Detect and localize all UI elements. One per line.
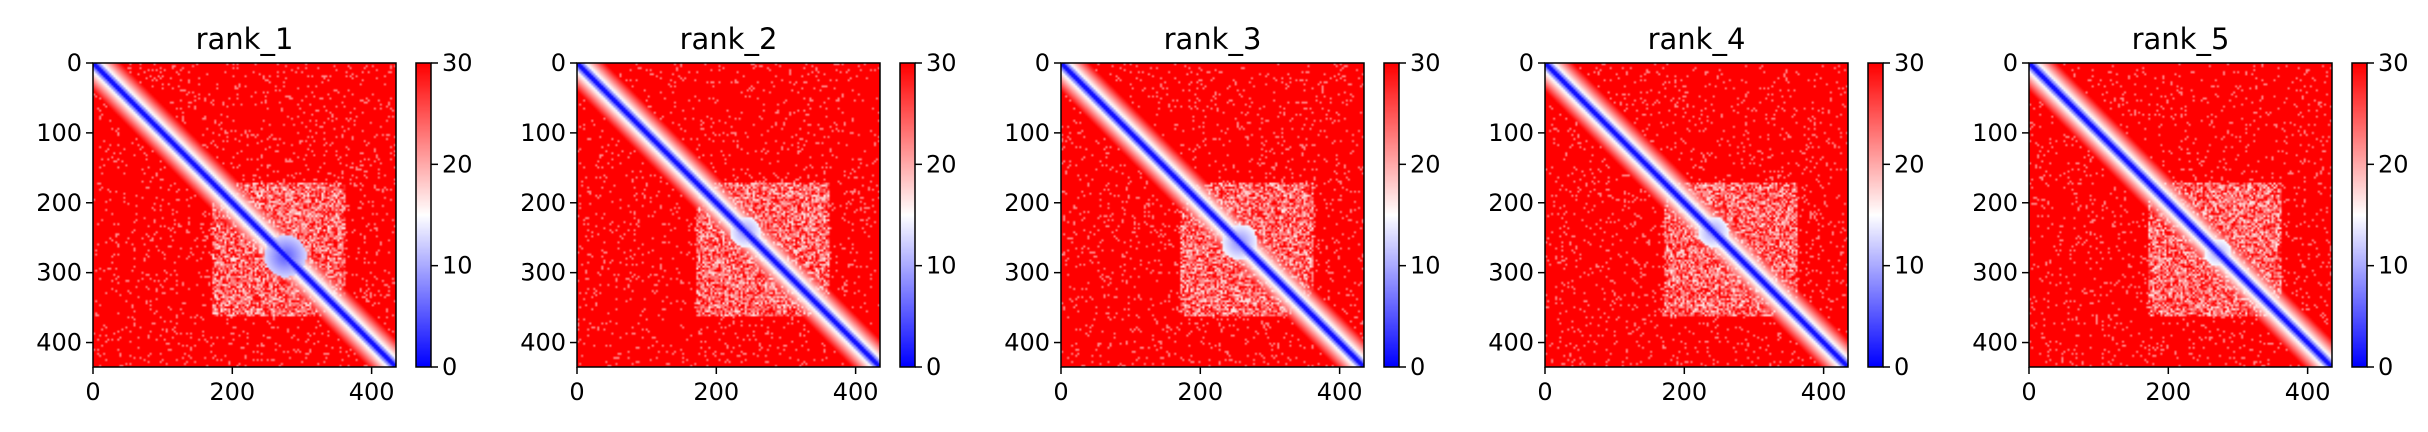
colorbar bbox=[900, 63, 915, 367]
panel-title: rank_1 bbox=[196, 22, 294, 56]
colorbar-tick-label: 30 bbox=[2378, 49, 2409, 77]
x-tick-label: 0 bbox=[85, 378, 100, 406]
y-tick-label: 300 bbox=[1972, 259, 2018, 287]
y-tick-label: 200 bbox=[1488, 189, 1534, 217]
x-tick-label: 400 bbox=[1801, 378, 1847, 406]
y-tick-label: 100 bbox=[1004, 119, 1050, 147]
y-tick-label: 200 bbox=[520, 189, 566, 217]
y-tick-label: 0 bbox=[1519, 49, 1534, 77]
colorbar-tick-label: 0 bbox=[926, 353, 941, 381]
x-tick-label: 0 bbox=[1053, 378, 1068, 406]
colorbar-tick-label: 30 bbox=[1410, 49, 1441, 77]
x-tick-label: 400 bbox=[833, 378, 879, 406]
x-tick-label: 200 bbox=[209, 378, 255, 406]
colorbar-frame bbox=[415, 62, 432, 368]
y-tick-label: 400 bbox=[1004, 329, 1050, 357]
y-tick-label: 100 bbox=[36, 119, 82, 147]
colorbar-tick-label: 0 bbox=[1410, 353, 1425, 381]
axes-frame bbox=[92, 62, 397, 368]
heatmap-image bbox=[1061, 63, 1364, 367]
colorbar-frame bbox=[1867, 62, 1884, 368]
y-tick-label: 300 bbox=[36, 259, 82, 287]
colorbar-tick-label: 10 bbox=[442, 252, 473, 280]
x-tick-label: 200 bbox=[2145, 378, 2191, 406]
y-tick-label: 0 bbox=[1035, 49, 1050, 77]
y-tick-label: 0 bbox=[2003, 49, 2018, 77]
axes-frame bbox=[576, 62, 881, 368]
x-tick-label: 0 bbox=[2021, 378, 2036, 406]
heatmap-image bbox=[2029, 63, 2332, 367]
x-tick-label: 400 bbox=[1317, 378, 1363, 406]
colorbar-frame bbox=[1383, 62, 1400, 368]
y-tick-label: 200 bbox=[36, 189, 82, 217]
axes-frame bbox=[1544, 62, 1849, 368]
colorbar bbox=[1384, 63, 1399, 367]
colorbar-tick-label: 30 bbox=[442, 49, 473, 77]
colorbar-tick-label: 20 bbox=[1410, 150, 1441, 178]
panel-title: rank_5 bbox=[2132, 22, 2230, 56]
colorbar-tick-label: 30 bbox=[926, 49, 957, 77]
y-tick-label: 100 bbox=[1972, 119, 2018, 147]
x-tick-label: 200 bbox=[1177, 378, 1223, 406]
colorbar-tick-label: 0 bbox=[1894, 353, 1909, 381]
y-tick-label: 300 bbox=[1004, 259, 1050, 287]
y-tick-label: 0 bbox=[67, 49, 82, 77]
y-tick-label: 300 bbox=[520, 259, 566, 287]
colorbar bbox=[2352, 63, 2367, 367]
y-tick-label: 400 bbox=[1488, 329, 1534, 357]
colorbar-tick-label: 10 bbox=[1894, 252, 1925, 280]
x-tick-label: 400 bbox=[2285, 378, 2331, 406]
axes-frame bbox=[2028, 62, 2333, 368]
y-tick-label: 200 bbox=[1972, 189, 2018, 217]
colorbar-tick-label: 20 bbox=[442, 150, 473, 178]
y-tick-label: 300 bbox=[1488, 259, 1534, 287]
y-tick-label: 400 bbox=[36, 329, 82, 357]
x-tick-label: 0 bbox=[1537, 378, 1552, 406]
x-tick-label: 200 bbox=[693, 378, 739, 406]
y-tick-label: 0 bbox=[551, 49, 566, 77]
panel-title: rank_2 bbox=[680, 22, 778, 56]
x-tick-label: 400 bbox=[349, 378, 395, 406]
colorbar-tick-label: 20 bbox=[926, 150, 957, 178]
colorbar-tick-label: 0 bbox=[442, 353, 457, 381]
panel-title: rank_4 bbox=[1648, 22, 1746, 56]
colorbar-tick-label: 10 bbox=[2378, 252, 2409, 280]
colorbar-tick-label: 20 bbox=[1894, 150, 1925, 178]
x-tick-label: 0 bbox=[569, 378, 584, 406]
x-tick-label: 200 bbox=[1661, 378, 1707, 406]
y-tick-label: 100 bbox=[520, 119, 566, 147]
colorbar-tick-label: 10 bbox=[926, 252, 957, 280]
axes-frame bbox=[1060, 62, 1365, 368]
panel-title: rank_3 bbox=[1164, 22, 1262, 56]
y-tick-label: 400 bbox=[1972, 329, 2018, 357]
y-tick-label: 200 bbox=[1004, 189, 1050, 217]
colorbar bbox=[416, 63, 431, 367]
heatmap-image bbox=[1545, 63, 1848, 367]
y-tick-label: 100 bbox=[1488, 119, 1534, 147]
colorbar-frame bbox=[899, 62, 916, 368]
colorbar bbox=[1868, 63, 1883, 367]
colorbar-tick-label: 0 bbox=[2378, 353, 2393, 381]
colorbar-frame bbox=[2351, 62, 2368, 368]
heatmap-image bbox=[577, 63, 880, 367]
colorbar-tick-label: 10 bbox=[1410, 252, 1441, 280]
heatmap-image bbox=[93, 63, 396, 367]
colorbar-tick-label: 20 bbox=[2378, 150, 2409, 178]
colorbar-tick-label: 30 bbox=[1894, 49, 1925, 77]
y-tick-label: 400 bbox=[520, 329, 566, 357]
